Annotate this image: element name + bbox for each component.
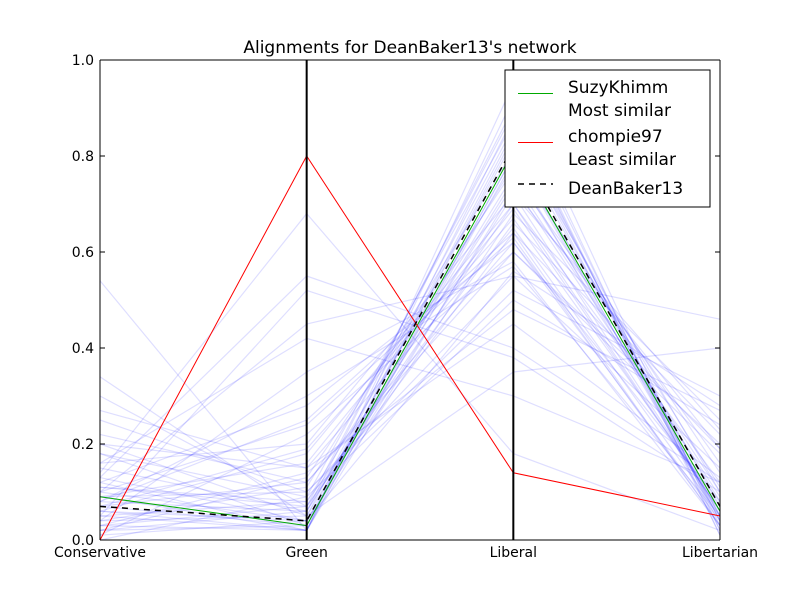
background-series-line — [99, 111, 721, 536]
series-line-focus — [99, 144, 721, 522]
background-series-line — [99, 207, 721, 512]
background-series-line — [99, 154, 721, 527]
background-series-line — [99, 241, 721, 502]
legend: SuzyKhimm Most similar chompie97 Least simi… — [504, 69, 711, 208]
y-tick-label: 0.0 — [72, 533, 94, 549]
background-series-line — [99, 130, 721, 527]
background-series-line — [99, 289, 721, 517]
background-series-line — [99, 174, 721, 531]
background-series-line — [99, 212, 721, 522]
background-series-line — [99, 337, 721, 483]
background-series-line — [99, 140, 721, 522]
background-series-line — [99, 251, 721, 507]
background-series-line — [99, 193, 721, 512]
legend-label: DeanBaker13 — [568, 179, 683, 199]
legend-label: chompie97 — [568, 127, 663, 147]
background-series-line — [99, 275, 721, 493]
background-series-line — [99, 183, 721, 512]
y-tick-label: 1.0 — [72, 53, 94, 69]
background-series-line — [99, 241, 721, 522]
background-series-line — [99, 236, 721, 526]
background-series-line — [99, 154, 721, 532]
background-series-line — [99, 125, 721, 522]
background-series-line — [99, 135, 721, 531]
background-series-line — [99, 251, 721, 536]
background-series-line — [99, 159, 721, 532]
y-tick-label: 0.2 — [72, 437, 94, 453]
lines-layer — [99, 82, 721, 541]
background-series-line — [99, 265, 721, 517]
x-tick-label: Liberal — [490, 545, 537, 561]
background-series-line — [99, 169, 721, 531]
background-series-line — [99, 289, 721, 498]
x-tick-label: Green — [285, 545, 327, 561]
y-tick-label: 0.6 — [72, 245, 94, 261]
background-series-line — [99, 222, 721, 517]
background-series-line — [99, 323, 721, 479]
background-series-line — [99, 347, 721, 517]
background-series-line — [99, 260, 721, 526]
background-series-line — [99, 231, 721, 526]
y-tick-label: 0.4 — [72, 341, 94, 357]
x-tick-label: Conservative — [54, 545, 146, 561]
background-series-line — [99, 308, 721, 527]
background-series-line — [99, 178, 721, 517]
y-tick-label: 0.8 — [72, 149, 94, 165]
background-series-line — [99, 275, 721, 483]
background-series-line — [99, 82, 721, 532]
background-series-line — [99, 299, 721, 498]
background-series-line — [99, 188, 721, 532]
legend-label: SuzyKhimm — [568, 78, 668, 98]
background-series-line — [99, 202, 721, 512]
background-series-line — [99, 106, 721, 526]
legend-label: Most similar — [568, 101, 671, 121]
background-series-line — [99, 121, 721, 541]
background-series-line — [99, 202, 721, 508]
background-series-line — [99, 150, 721, 522]
series-line-most-similar — [99, 150, 721, 527]
background-series-line — [99, 193, 721, 536]
legend-label: Least similar — [568, 150, 676, 170]
background-series-line — [99, 270, 721, 522]
legend-box — [504, 69, 711, 208]
background-series-line — [99, 227, 721, 517]
x-tick-label: Libertarian — [682, 545, 758, 561]
series-line-least-similar — [99, 155, 721, 541]
background-series-line — [99, 231, 721, 508]
chart-title: Alignments for DeanBaker13's network — [243, 38, 576, 58]
background-series-line — [99, 275, 721, 493]
